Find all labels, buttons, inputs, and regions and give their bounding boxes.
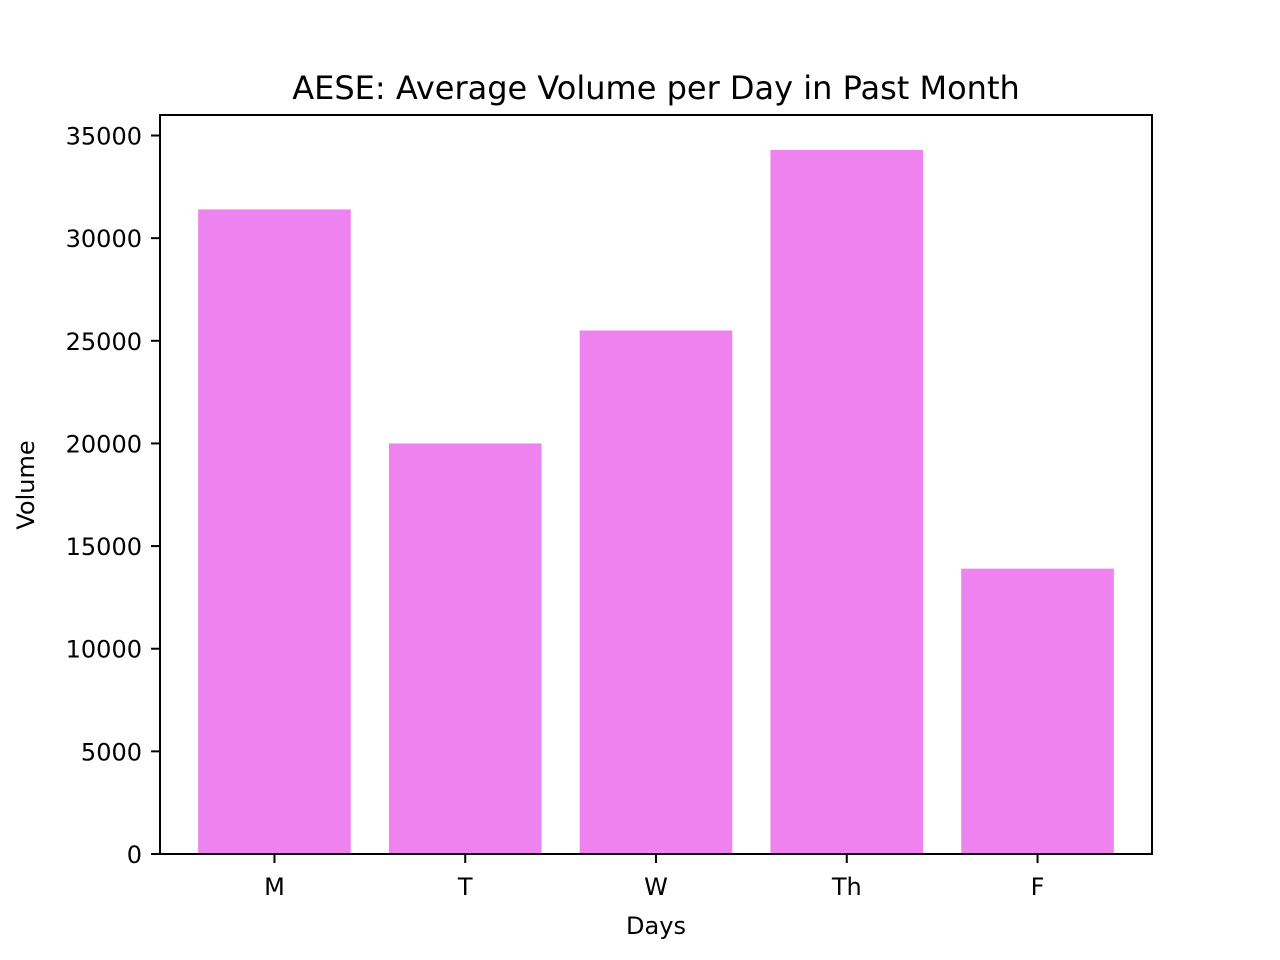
bar-M [198,209,351,854]
y-axis: 0 5000 10000 15000 20000 25000 30000 35000 [66,123,160,869]
bar-F [961,568,1114,854]
bars-group [198,149,1114,854]
x-axis-label: Days [626,912,686,940]
y-tick-label: 15000 [66,533,142,561]
bar-T [388,443,542,854]
y-tick-label: 20000 [66,430,142,458]
x-tick-label: T [457,873,473,901]
x-tick-label: M [264,873,285,901]
x-tick-label: W [644,873,668,901]
y-tick-label: 10000 [66,636,142,664]
y-tick-label: 0 [127,841,142,869]
y-tick-label: 35000 [66,123,142,151]
y-tick-label: 30000 [66,225,142,253]
bar-Th [770,149,924,854]
y-tick-label: 25000 [66,328,142,356]
bar-W [579,330,733,854]
chart-title: AESE: Average Volume per Day in Past Mon… [292,69,1020,107]
x-tick-label: Th [831,873,862,901]
x-axis: M T W Th F [264,854,1044,901]
y-tick-label: 5000 [81,738,142,766]
plot-area-frame [159,114,1153,855]
y-axis-label: Volume [12,440,40,529]
x-tick-label: F [1031,873,1045,901]
